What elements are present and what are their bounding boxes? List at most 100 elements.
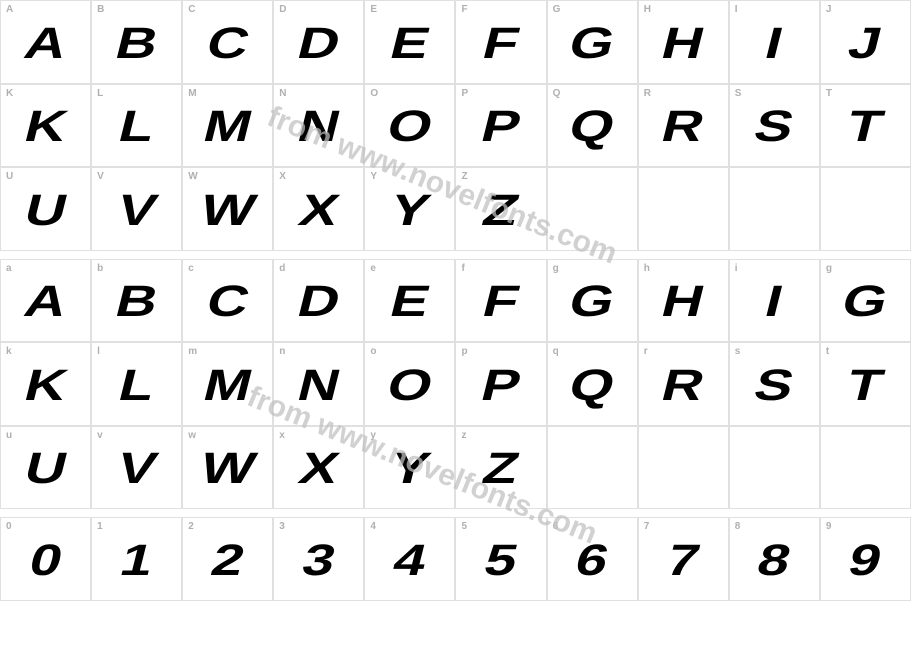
cell-corner-label: Q [553,88,561,99]
cell-corner-label: X [279,171,286,182]
cell-corner-label: g [553,263,559,274]
cell-corner-label: B [97,4,104,15]
glyph-cell: CC [182,0,273,84]
glyph-cell: cC [182,259,273,343]
cell-glyph: Z [478,447,523,491]
glyph-cell: tT [820,342,911,426]
glyph-cell: WW [182,167,273,251]
cell-corner-label: J [826,4,832,15]
glyph-cell: yY [364,426,455,510]
glyph-cell: 11 [91,517,182,601]
cell-glyph: D [293,280,345,324]
glyph-cell [820,167,911,251]
glyph-cell: OO [364,84,455,168]
glyph-cell: 99 [820,517,911,601]
cell-corner-label: Y [370,171,377,182]
glyph-cell: 00 [0,517,91,601]
cell-corner-label: 8 [735,521,741,532]
glyph-cell: zZ [455,426,546,510]
cell-corner-label: r [644,346,648,357]
glyph-cell: DD [273,0,364,84]
cell-corner-label: f [461,263,464,274]
cell-corner-label: i [735,263,738,274]
cell-corner-label: a [6,263,12,274]
cell-corner-label: v [97,430,103,441]
cell-glyph: 6 [571,539,613,583]
cell-corner-label: z [461,430,466,441]
cell-glyph: S [750,105,799,149]
cell-glyph: T [843,364,888,408]
cell-glyph: Q [565,105,620,149]
cell-glyph: X [295,447,344,491]
glyph-cell: SS [729,84,820,168]
cell-corner-label: m [188,346,197,357]
glyph-cell: 44 [364,517,455,601]
cell-glyph: M [199,364,257,408]
cell-glyph: 2 [207,539,249,583]
glyph-cell: mM [182,342,273,426]
cell-corner-label: g [826,263,832,274]
cell-corner-label: G [553,4,561,15]
cell-corner-label: 7 [644,521,650,532]
glyph-cell: PP [455,84,546,168]
cell-glyph: C [202,22,254,66]
glyph-cell [729,426,820,510]
cell-corner-label: L [97,88,103,99]
cell-corner-label: c [188,263,194,274]
glyph-cell: hH [638,259,729,343]
cell-glyph: N [293,105,345,149]
glyph-cell: aA [0,259,91,343]
cell-glyph: V [112,447,161,491]
cell-corner-label: 1 [97,521,103,532]
glyph-cell [820,426,911,510]
cell-glyph: U [20,189,72,233]
cell-corner-label: 9 [826,521,832,532]
cell-corner-label: H [644,4,651,15]
cell-glyph: Z [478,189,523,233]
glyph-cell: sS [729,342,820,426]
cell-corner-label: b [97,263,103,274]
glyph-cell: wW [182,426,273,510]
cell-glyph: I [761,280,788,324]
cell-glyph: 4 [389,539,431,583]
row-spacer [0,251,911,259]
glyph-cell: rR [638,342,729,426]
cell-glyph: C [202,280,254,324]
glyph-cell: NN [273,84,364,168]
cell-glyph: S [750,364,799,408]
glyph-cell: vV [91,426,182,510]
cell-corner-label: M [188,88,196,99]
glyph-cell: 55 [455,517,546,601]
cell-glyph: L [114,105,159,149]
glyph-cell: nN [273,342,364,426]
glyph-cell: VV [91,167,182,251]
glyph-cell: iI [729,259,820,343]
cell-corner-label: 5 [461,521,467,532]
cell-corner-label: p [461,346,467,357]
cell-corner-label: 4 [370,521,376,532]
font-specimen-chart: AABBCCDDEEFFGGHHIIJJKKLLMMNNOOPPQQRRSSTT… [0,0,911,668]
cell-glyph: I [761,22,788,66]
cell-glyph: R [657,105,709,149]
glyph-cell: UU [0,167,91,251]
glyph-cell: 77 [638,517,729,601]
cell-glyph: G [838,280,893,324]
cell-corner-label: 0 [6,521,12,532]
cell-corner-label: A [6,4,13,15]
cell-glyph: A [20,22,72,66]
cell-corner-label: d [279,263,285,274]
cell-corner-label: D [279,4,286,15]
cell-corner-label: k [6,346,12,357]
glyph-cell: fF [455,259,546,343]
cell-glyph: 7 [662,539,704,583]
glyph-cell: kK [0,342,91,426]
cell-corner-label: I [735,4,738,15]
cell-glyph: Y [386,189,435,233]
row-spacer [0,509,911,517]
cell-glyph: Q [565,364,620,408]
glyph-cell: qQ [547,342,638,426]
cell-glyph: R [657,364,709,408]
cell-glyph: D [293,22,345,66]
glyph-cell: TT [820,84,911,168]
cell-glyph: X [295,189,344,233]
